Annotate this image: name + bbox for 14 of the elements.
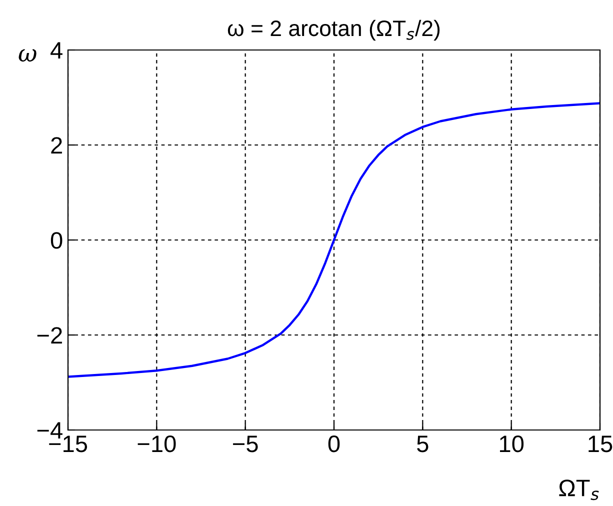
x-axis-title: ΩT$_{s}$ [559, 480, 599, 500]
y-tick-label: 0 [50, 232, 62, 249]
x-tick-label: 10 [500, 435, 524, 452]
x-tick-label: 15 [588, 436, 612, 452]
y-tick-label: 4 [50, 42, 62, 59]
y-axis-title: ω [18, 49, 36, 62]
x-tick-label: −10 [138, 435, 176, 452]
y-tick-label: −2 [37, 327, 62, 344]
line-series [68, 102, 600, 378]
y-tick-label: 2 [51, 137, 62, 154]
x-tick-label: −5 [233, 436, 258, 452]
chart-title: ω = 2 arcotan (ΩT$_{s}$/2) [228, 20, 440, 41]
x-tick-label: 5 [417, 436, 428, 452]
x-tick-label: 0 [328, 435, 340, 452]
